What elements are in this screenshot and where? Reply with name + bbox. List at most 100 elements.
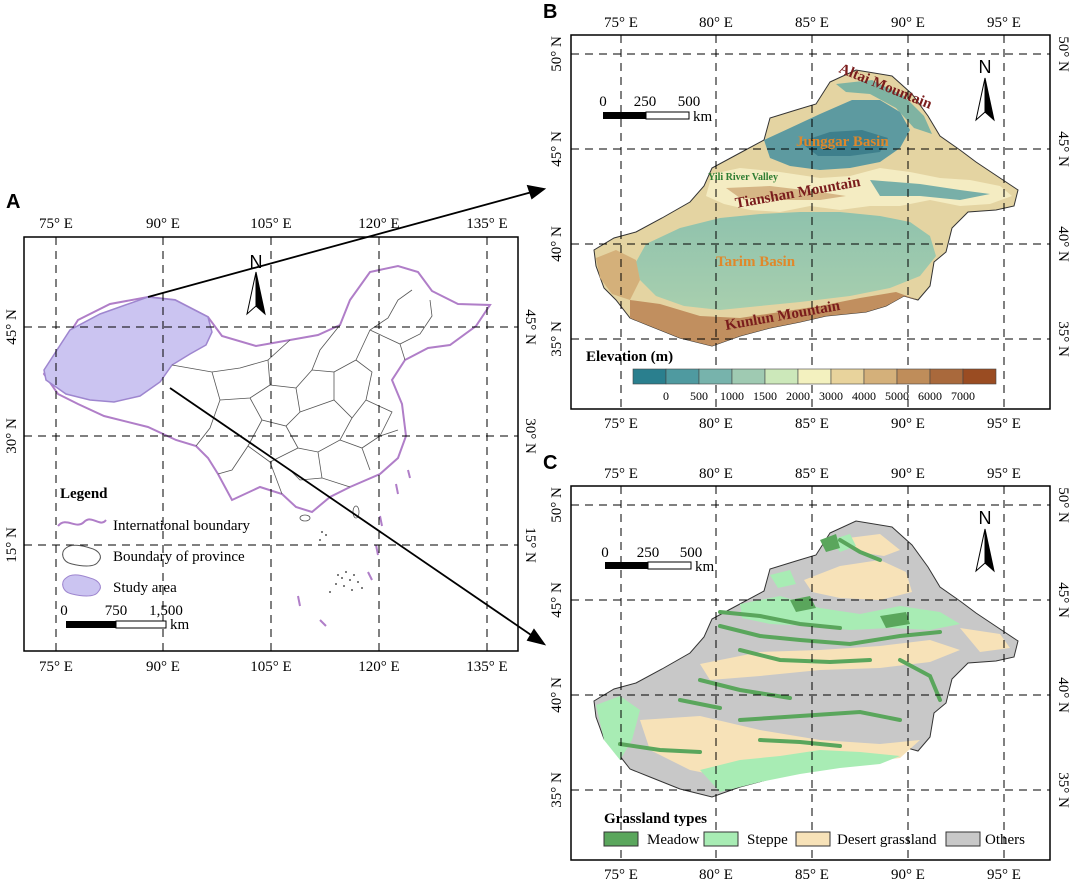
- b-lon-bot-3: 90° E: [891, 416, 925, 432]
- elevation-swatch: [665, 368, 700, 385]
- b-lat-right-0: 50° N: [1055, 36, 1071, 72]
- panel-c-frame: [570, 485, 1051, 861]
- c-lon-top-1: 80° E: [699, 466, 733, 482]
- international-boundary-swatch: [57, 518, 107, 527]
- c-lon-bot-4: 95° E: [987, 867, 1021, 883]
- b-lon-bot-1: 80° E: [699, 416, 733, 432]
- panel-a-legend: Legend International boundary Boundary o…: [57, 486, 251, 633]
- elevation-swatch: [764, 368, 799, 385]
- swatch-meadow: [603, 831, 639, 847]
- panel-a: A: [4, 191, 538, 675]
- b-scale-2: 500: [678, 94, 701, 110]
- b-scale-unit: km: [693, 109, 713, 125]
- c-lat-right-0: 50° N: [1055, 487, 1071, 523]
- elevation-swatch: [830, 368, 865, 385]
- c-scale-2: 500: [680, 545, 703, 561]
- c-lon-top-0: 75° E: [604, 466, 638, 482]
- elevation-swatch: [632, 368, 667, 385]
- study-area-swatch: [62, 574, 101, 597]
- legend-item-province: Boundary of province: [113, 549, 245, 565]
- panel-c: C: [543, 452, 1071, 883]
- c-lat-right-3: 35° N: [1055, 772, 1071, 808]
- a-lat-right-1: 30° N: [522, 418, 538, 454]
- c-scalebar-light: [647, 561, 692, 570]
- a-scale-1: 750: [105, 603, 128, 619]
- c-scale-0: 0: [601, 545, 609, 561]
- elevation-label: 2000: [786, 389, 810, 403]
- a-lon-bot-4: 135° E: [466, 659, 507, 675]
- panel-b-graticule: [571, 35, 1050, 409]
- c-lat-left-3: 35° N: [549, 772, 565, 808]
- north-arrow-icon: N: [975, 508, 995, 573]
- legend-steppe: Steppe: [747, 832, 788, 848]
- c-lat-left-2: 40° N: [549, 677, 565, 713]
- a-lon-bot-1: 90° E: [146, 659, 180, 675]
- elevation-swatch: [896, 368, 931, 385]
- tianshan-ridge: [706, 168, 1012, 212]
- c-lon-top-2: 85° E: [795, 466, 829, 482]
- b-lon-bot-0: 75° E: [604, 416, 638, 432]
- swatch-desert-grassland: [795, 831, 831, 847]
- a-scale-2: 1,500: [149, 603, 183, 619]
- b-scale-1: 250: [634, 94, 657, 110]
- panel-a-letter: A: [6, 191, 20, 213]
- svg-text:N: N: [979, 57, 992, 77]
- elevation-label: 7000: [951, 389, 975, 403]
- a-lon-top-4: 135° E: [466, 216, 507, 232]
- elevation-swatch: [863, 368, 898, 385]
- south-sea-islands: [319, 531, 363, 593]
- a-scalebar-dark: [66, 621, 116, 628]
- c-lon-bot-3: 90° E: [891, 867, 925, 883]
- a-lon-bot-0: 75° E: [39, 659, 73, 675]
- a-lon-bot-3: 120° E: [358, 659, 399, 675]
- nine-dash-line: [297, 469, 411, 627]
- b-lon-bot-4: 95° E: [987, 416, 1021, 432]
- panel-b-frame: [570, 34, 1051, 410]
- grassland-title: Grassland types: [604, 811, 707, 827]
- c-lon-bot-1: 80° E: [699, 867, 733, 883]
- north-arrow-icon: N: [246, 252, 266, 316]
- b-lat-left-3: 35° N: [549, 321, 565, 357]
- elevation-swatch: [929, 368, 964, 385]
- a-lon-top-0: 75° E: [39, 216, 73, 232]
- north-arrow-icon: N: [975, 57, 995, 122]
- a-lat-right-0: 45° N: [522, 309, 538, 345]
- c-lon-bot-2: 85° E: [795, 867, 829, 883]
- a-lat-right-2: 15° N: [522, 527, 538, 563]
- b-lon-top-4: 95° E: [987, 15, 1021, 31]
- panel-b-letter: B: [543, 1, 557, 23]
- elevation-swatch: [731, 368, 766, 385]
- panel-a-graticule: [24, 237, 518, 651]
- b-lon-bot-2: 85° E: [795, 416, 829, 432]
- meadow-patches: [790, 534, 910, 628]
- svg-text:N: N: [979, 508, 992, 528]
- elevation-swatch: [962, 368, 997, 385]
- c-lon-top-4: 95° E: [987, 466, 1021, 482]
- connector-arrows: [147, 184, 547, 646]
- a-lat-left-2: 15° N: [4, 527, 20, 563]
- b-scalebar-light: [645, 111, 690, 120]
- a-lat-left-0: 45° N: [4, 309, 20, 345]
- c-lat-left-0: 50° N: [549, 487, 565, 523]
- elevation-label: 500: [690, 389, 708, 403]
- elevation-label: 6000: [918, 389, 942, 403]
- legend-title: Legend: [60, 486, 108, 502]
- b-lat-right-1: 45° N: [1055, 131, 1071, 167]
- b-scalebar-dark: [603, 112, 646, 119]
- province-boundaries: [171, 289, 433, 495]
- elevation-label: 3000: [819, 389, 843, 403]
- legend-item-study-area: Study area: [113, 580, 177, 596]
- b-lat-right-2: 40° N: [1055, 226, 1071, 262]
- a-scale-0: 0: [60, 603, 68, 619]
- a-lon-top-2: 105° E: [250, 216, 291, 232]
- a-scalebar-light: [115, 620, 167, 629]
- legend-desert-grassland: Desert grassland: [837, 832, 937, 848]
- panel-b: B 75° E 80° E 85° E: [543, 1, 1071, 432]
- elevation-swatch: [698, 368, 733, 385]
- label-yili: Yili River Valley: [708, 172, 778, 183]
- b-lat-left-1: 45° N: [549, 131, 565, 167]
- a-scale-unit: km: [170, 617, 190, 633]
- grassland-legend: Grassland types Meadow Steppe Desert gra…: [603, 811, 1025, 848]
- label-tarim: Tarim Basin: [716, 254, 796, 270]
